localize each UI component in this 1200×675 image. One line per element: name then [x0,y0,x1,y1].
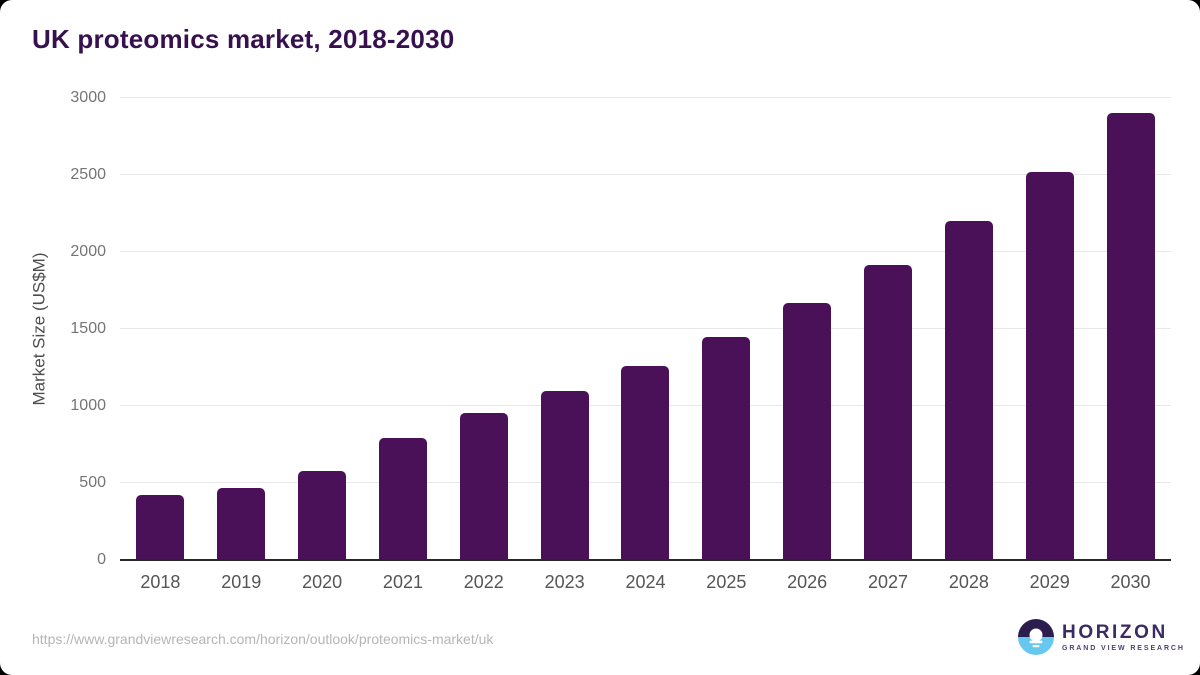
bar-2029 [1025,171,1074,560]
bar-2030 [1106,112,1155,560]
plot-area: 2018 2019 2020 2021 2022 2023 2024 2025 2026 2027… [70,89,1171,592]
bar-2018 [136,494,185,560]
bar-slot: 2018 [120,98,201,592]
x-tick-label: 2019 [221,572,262,592]
bar-2028 [944,221,993,560]
x-tick-label: 2025 [706,572,747,592]
bar-2025 [702,336,751,560]
bar-slot: 2027 [848,98,929,592]
y-tick-label: 2000 [70,243,106,261]
x-tick-label: 2026 [787,572,828,592]
bar-slot: 2028 [928,98,1009,592]
y-tick-label: 2500 [70,166,106,183]
gridline [120,97,1171,98]
horizon-logo: HORIZON GRAND VIEW RESEARCH [1018,619,1185,655]
x-tick-label: 2021 [382,572,423,592]
x-tick-label: 2018 [140,572,181,592]
bar-2023 [540,390,589,560]
logo-subtitle: GRAND VIEW RESEARCH [1062,644,1185,652]
x-tick-label: 2024 [625,572,666,592]
bar-slot: 2026 [767,98,848,592]
bar-2020 [298,470,347,560]
gridline [120,328,1171,329]
bar-2021 [378,438,427,560]
logo-wordmark: HORIZON GRAND VIEW RESEARCH [1062,623,1185,652]
horizon-sun-icon [1018,619,1054,655]
bars-container: 2018 2019 2020 2021 2022 2023 2024 2025 2026 2027… [120,98,1171,592]
bar-2024 [621,365,670,560]
bar-slot: 2029 [1009,98,1090,592]
y-axis-title: Market Size (US$M) [22,98,58,560]
source-url: https://www.grandviewresearch.com/horizo… [32,631,494,647]
y-tick-label: 3000 [70,89,106,106]
bar-2027 [864,265,913,560]
x-tick-label: 2027 [867,572,909,592]
bar-slot: 2025 [686,98,767,592]
bar-slot: 2020 [282,98,363,592]
bar-slot: 2019 [201,98,282,592]
x-tick-label: 2022 [463,572,504,592]
y-tick-label: 1000 [70,397,106,415]
bar-slot: 2030 [1090,98,1171,592]
x-tick-label: 2020 [302,572,343,592]
bar-slot: 2021 [363,98,444,592]
x-tick-label: 2023 [544,572,585,592]
bar-2019 [217,488,266,560]
bar-2026 [783,302,832,560]
gridline [120,174,1171,175]
bar-slot: 2022 [443,98,524,592]
x-tick-label: 2030 [1110,572,1151,592]
x-tick-label: 2028 [948,572,989,592]
y-tick-label: 0 [97,551,106,568]
gridline [120,251,1171,253]
bar-slot: 2024 [605,98,686,592]
chart-title: UK proteomics market, 2018-2030 [32,24,455,54]
logo-name: HORIZON [1062,621,1168,643]
y-axis-title-text: Market Size (US$M) [30,252,49,406]
x-tick-label: 2029 [1029,572,1070,592]
y-tick-label: 1500 [70,320,106,337]
bar-2022 [459,412,508,560]
y-tick-label: 500 [79,474,106,492]
bar-slot: 2023 [524,98,605,592]
x-axis-line [120,559,1171,561]
